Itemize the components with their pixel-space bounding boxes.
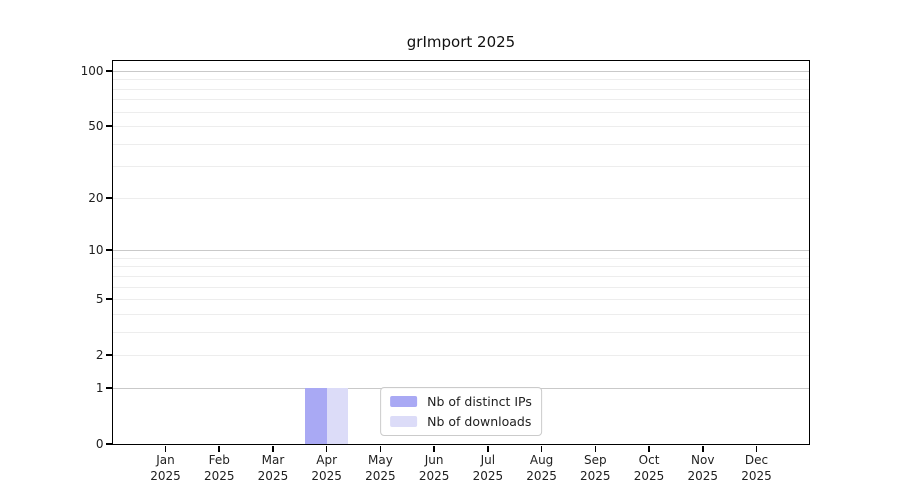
y-tick-100: [105, 70, 112, 72]
y-tick-label-20: 20: [88, 190, 104, 205]
legend-swatch-downloads: [390, 416, 418, 427]
y-tick-20: [105, 197, 112, 199]
x-tick-nov: [702, 445, 704, 452]
x-tick-label-aug: Aug 2025: [526, 453, 557, 483]
x-tick-label-may: May 2025: [365, 453, 396, 483]
x-tick-label-jul: Jul 2025: [472, 453, 504, 483]
legend-label-distinct-ips: Nb of distinct IPs: [427, 394, 532, 409]
x-tick-jan: [164, 445, 167, 452]
y-tick-5: [105, 298, 112, 300]
gridline-minor-9: [113, 257, 809, 259]
legend-swatch-distinct-ips: [390, 396, 418, 407]
bar-downloads-apr: [326, 387, 349, 444]
gridline-minor-90: [113, 79, 809, 81]
x-tick-oct: [648, 445, 650, 452]
y-tick-label-0: 0: [95, 437, 104, 451]
gridline-minor-5: [113, 299, 809, 301]
y-tick-label-10: 10: [88, 243, 104, 258]
x-tick-jun: [433, 445, 435, 452]
gridline-minor-60: [113, 111, 809, 113]
x-tick-apr: [325, 445, 328, 452]
gridline-minor-20: [113, 197, 809, 199]
gridline-minor-30: [113, 166, 809, 168]
x-tick-label-sep: Sep 2025: [580, 453, 611, 483]
y-tick-label-5: 5: [95, 292, 104, 307]
x-tick-label-dec: Dec 2025: [741, 453, 772, 483]
gridline-minor-4: [113, 313, 809, 315]
gridline-minor-80: [113, 88, 809, 90]
chart-title: grImport 2025: [406, 33, 516, 51]
y-tick-label-2: 2: [95, 348, 104, 363]
gridline-minor-2: [113, 355, 809, 357]
x-tick-label-apr: Apr 2025: [311, 453, 342, 483]
x-tick-label-feb: Feb 2025: [203, 453, 235, 483]
gridline-minor-50: [113, 126, 809, 128]
legend-item-distinct-ips: Nb of distinct IPs: [390, 394, 532, 409]
gridline-minor-3: [113, 331, 809, 333]
x-tick-sep: [594, 445, 597, 452]
x-tick-label-oct: Oct 2025: [633, 453, 665, 483]
y-tick-0: [105, 443, 112, 445]
x-tick-label-nov: Nov 2025: [687, 453, 719, 483]
bar-distinct-ips-apr: [305, 387, 327, 444]
gridline-minor-6: [113, 286, 809, 288]
gridline-minor-8: [113, 266, 809, 268]
plot-area: Nb of distinct IPs Nb of downloads 0 1 2 5 1…: [81, 60, 810, 483]
legend: Nb of distinct IPs Nb of downloads: [380, 387, 542, 436]
x-tick-mar: [272, 445, 274, 452]
x-tick-dec: [755, 445, 758, 452]
legend-item-downloads: Nb of downloads: [390, 414, 532, 429]
gridline-minor-40: [113, 143, 809, 145]
y-tick-10: [105, 249, 112, 251]
x-tick-label-mar: Mar 2025: [257, 453, 289, 483]
gridline-minor-7: [113, 275, 809, 277]
y-tick-1: [105, 387, 112, 389]
gridline-major-10: [113, 250, 809, 252]
y-tick-label-100: 100: [80, 64, 104, 78]
x-tick-label-jun: Jun 2025: [418, 453, 450, 483]
y-tick-2: [105, 354, 112, 356]
x-tick-may: [379, 445, 382, 452]
x-tick-jul: [487, 445, 489, 452]
x-tick-label-jan: Jan 2025: [150, 453, 181, 483]
y-tick-label-50: 50: [88, 119, 104, 134]
legend-label-downloads: Nb of downloads: [427, 414, 532, 429]
y-tick-label-1: 1: [95, 380, 104, 395]
x-tick-feb: [218, 445, 220, 452]
y-tick-50: [105, 125, 112, 127]
x-tick-aug: [540, 445, 543, 452]
gridline-major-100: [113, 71, 809, 72]
gridline-minor-70: [113, 99, 809, 101]
